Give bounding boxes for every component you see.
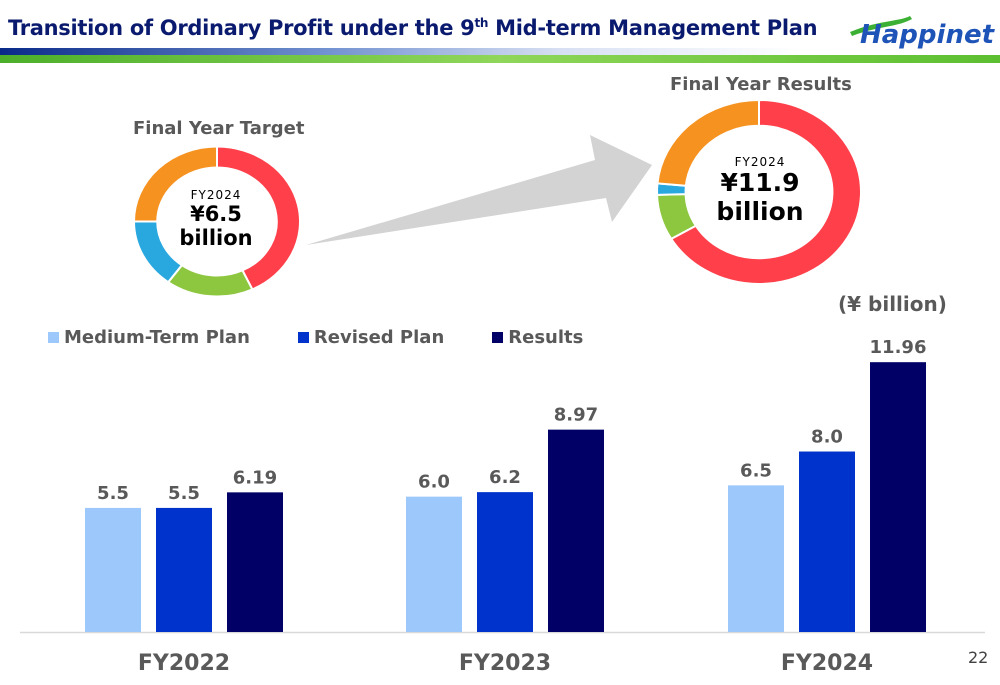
bar-revised-plan-fy2022	[156, 507, 212, 632]
legend-label: Revised Plan	[313, 327, 445, 348]
target-fy-label: FY2024	[190, 188, 242, 202]
bar-revised-plan-fy2023	[477, 492, 533, 632]
bar-medium-term-plan-fy2022	[85, 507, 141, 632]
data-label: 5.5	[97, 483, 129, 504]
title-superscript: th	[474, 16, 489, 30]
results-donut-center: FY2024 ¥11.9 billion	[700, 155, 820, 227]
results-unit: billion	[716, 196, 804, 226]
bar-revised-plan-fy2024	[799, 451, 855, 632]
data-label: 6.2	[489, 467, 521, 488]
bar-medium-term-plan-fy2024	[728, 485, 784, 632]
legend-swatch-icon	[492, 332, 504, 343]
results-value: ¥11.9	[720, 168, 800, 197]
bar-results-fy2024	[870, 362, 926, 632]
data-label: 6.0	[418, 472, 450, 493]
results-donut-title: Final Year Results	[670, 74, 852, 95]
bar-results-fy2023	[548, 429, 604, 632]
results-donut	[656, 98, 862, 285]
legend-swatch-icon	[297, 332, 309, 343]
target-donut-title: Final Year Target	[133, 118, 305, 139]
data-label: 6.5	[740, 460, 772, 481]
chart-legend: Medium-Term Plan Revised Plan Results	[48, 327, 631, 348]
header-rule-green	[0, 55, 1000, 63]
x-tick-label: FY2023	[459, 651, 551, 676]
data-label: 6.19	[233, 467, 277, 488]
results-fy-label: FY2024	[734, 155, 786, 169]
target-donut-center: FY2024 ¥6.5 billion	[166, 188, 266, 250]
data-label: 8.0	[811, 427, 843, 448]
bar-medium-term-plan-fy2023	[406, 496, 462, 632]
legend-item-revised-plan: Revised Plan	[297, 327, 445, 348]
target-unit: billion	[179, 226, 253, 251]
arrow-icon	[306, 135, 652, 245]
results-donut-segment-red	[669, 98, 862, 285]
target-value: ¥6.5	[190, 202, 242, 226]
legend-item-medium-term-plan: Medium-Term Plan	[48, 327, 250, 348]
slide-title: Transition of Ordinary Profit under the …	[8, 16, 818, 40]
target-donut-segment-orange	[132, 145, 218, 223]
bar-results-fy2022	[227, 492, 283, 632]
data-label: 11.96	[870, 340, 927, 358]
bar-chart: 5.5 5.5 6.19 FY2022 6.0 6.2 8.97 FY2023 6.5 8.0 11…	[20, 340, 985, 676]
happinet-logo: Happinet	[850, 16, 996, 50]
legend-item-results: Results	[492, 327, 583, 348]
legend-label: Medium-Term Plan	[64, 327, 250, 348]
page-number: 22	[968, 648, 989, 667]
data-label: 5.5	[168, 483, 200, 504]
data-label: 8.97	[554, 405, 598, 426]
unit-label: (¥ billion)	[838, 292, 947, 316]
x-tick-label: FY2022	[138, 651, 230, 676]
target-donut-segment-green	[166, 263, 254, 298]
x-tick-label: FY2024	[781, 651, 873, 676]
logo-text: Happinet	[860, 20, 996, 50]
legend-label: Results	[508, 327, 584, 348]
target-donut	[132, 145, 301, 298]
logo-swoosh-icon	[850, 16, 912, 36]
results-donut-segment-orange	[656, 98, 760, 187]
title-text: Transition of Ordinary Profit under the …	[8, 16, 475, 40]
title-text-end: Mid-term Management Plan	[488, 16, 818, 40]
legend-swatch-icon	[48, 332, 59, 343]
header-rule-blue	[0, 48, 800, 55]
